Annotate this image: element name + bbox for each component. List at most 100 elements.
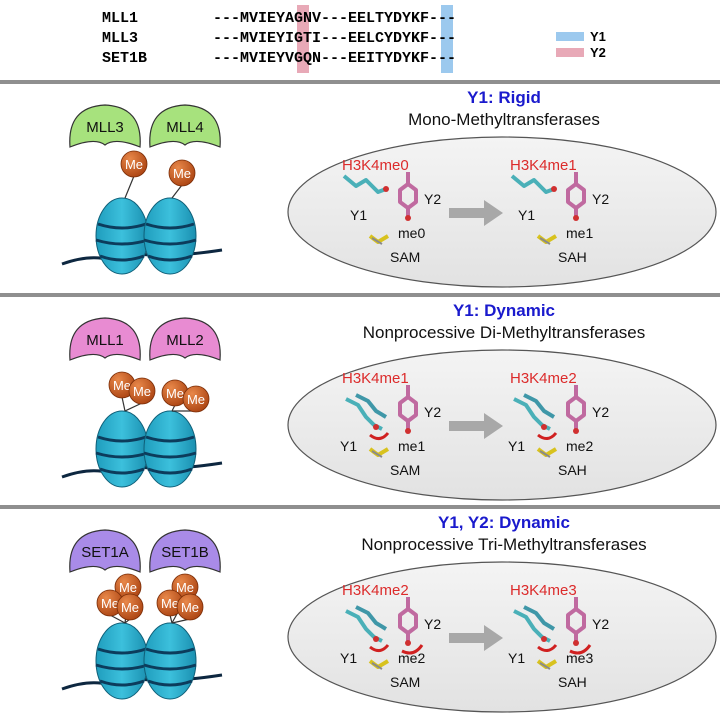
- legend-y1-label: Y1: [590, 29, 606, 44]
- panel-title: Y1: Rigid: [467, 88, 541, 107]
- y2-residue: [566, 597, 586, 646]
- panel-title: Y1, Y2: Dynamic: [438, 513, 570, 532]
- nucleosome: [142, 409, 198, 489]
- h3k4-state-label: H3K4me2: [510, 370, 577, 387]
- cofactor-label: SAH: [558, 462, 587, 478]
- left-state: H3K4me0 Y1 Y2 me0 SAM: [342, 157, 441, 265]
- complex-set1a: SET1A: [69, 529, 141, 573]
- histone-tail: [124, 175, 135, 199]
- legend: Y1 Y2: [556, 29, 606, 60]
- right-state: H3K4me1 Y1 Y2 me1 SAH: [510, 157, 609, 265]
- methyl-state-label: me3: [566, 650, 593, 666]
- svg-text:Me: Me: [119, 580, 137, 595]
- right-state: H3K4me2 Y1 Y2 me2 SAH: [508, 370, 609, 478]
- methyl-state-label: me0: [398, 225, 425, 241]
- reaction-arrow: [449, 413, 503, 439]
- y2-contact-arc: [569, 644, 592, 655]
- legend-y2-label: Y2: [590, 45, 606, 60]
- complex-mll3: MLL3: [69, 104, 141, 148]
- h3k4-state-label: H3K4me1: [510, 157, 577, 174]
- h3k4-state-label: H3K4me1: [342, 370, 409, 387]
- cofactor-sticks: [536, 234, 558, 245]
- svg-text:Me: Me: [101, 596, 119, 611]
- y2-label: Y2: [592, 616, 609, 632]
- y1-label: Y1: [340, 650, 357, 666]
- y2-label: Y2: [424, 616, 441, 632]
- complex-label: MLL4: [166, 119, 204, 136]
- methyl-state-label: me1: [398, 438, 425, 454]
- histone-tail: [124, 402, 143, 412]
- methyl-ball: Me: [116, 593, 144, 621]
- y1-residue: [513, 393, 556, 431]
- y2-label: Y2: [424, 191, 441, 207]
- svg-text:Me: Me: [173, 166, 191, 181]
- divider-3: [0, 505, 720, 509]
- nucleosome: [94, 621, 150, 701]
- methyl-ball: Me: [156, 589, 184, 617]
- cofactor-sticks: [368, 659, 390, 670]
- y1-label: Y1: [340, 438, 357, 454]
- y2-residue: [398, 385, 418, 434]
- complex-illustration: MLL3 MLL4 Me Me: [61, 104, 223, 276]
- svg-text:Me: Me: [133, 384, 151, 399]
- cofactor-sticks: [536, 659, 558, 670]
- svg-text:Me: Me: [181, 600, 199, 615]
- y1-residue: [345, 393, 388, 431]
- y2-residue: [398, 597, 418, 646]
- histone-tail: [121, 396, 126, 412]
- y1-label: Y1: [508, 650, 525, 666]
- methyl-ball: Me: [108, 371, 136, 399]
- complex-label: SET1A: [81, 544, 129, 561]
- svg-text:Me: Me: [161, 596, 179, 611]
- y1-residue: [513, 605, 556, 643]
- h3k4-state-label: H3K4me2: [342, 582, 409, 599]
- y1-residue: [342, 174, 389, 194]
- nucleosome: [94, 409, 150, 489]
- y1-contact-arc: [537, 644, 558, 652]
- panel-subtitle: Nonprocessive Tri-Methyltransferases: [361, 535, 646, 554]
- panel-subtitle: Mono-Methyltransferases: [408, 110, 600, 129]
- y1-label: Y1: [350, 207, 367, 223]
- reaction-ellipse: H3K4me2 Y1 Y2 me2 SAM H3K4me3 Y1 Y2 me3 SAH: [287, 561, 717, 713]
- y1-residue: [510, 174, 557, 194]
- divider-1: [0, 80, 720, 84]
- reaction-ellipse: H3K4me1 Y1 Y2 me1 SAM H3K4me2 Y1 Y2 me2 SAH: [287, 349, 717, 501]
- nucleosome: [94, 196, 150, 276]
- complex-mll2: MLL2: [149, 317, 221, 361]
- panel-subtitle: Nonprocessive Di-Methyltransferases: [363, 323, 646, 342]
- cofactor-sticks: [536, 447, 558, 458]
- y1-contact-arc: [369, 644, 390, 652]
- left-state: H3K4me2 Y1 Y2 me2 SAM: [340, 582, 441, 690]
- seq-residues-3: ---MVIEYVGQN---EEITYDYKF---: [213, 50, 456, 67]
- h3k4-state-label: H3K4me3: [510, 582, 577, 599]
- seq-name-1: MLL1: [102, 10, 138, 27]
- right-state: H3K4me3 Y1 Y2 me3 SAH: [508, 582, 609, 690]
- legend-y2-swatch: [556, 48, 584, 57]
- y1-contact-arc: [369, 432, 390, 440]
- nucleosome: [142, 196, 198, 276]
- methyl-state-label: me1: [566, 225, 593, 241]
- svg-text:Me: Me: [121, 600, 139, 615]
- h3k4-state-label: H3K4me0: [342, 157, 409, 174]
- panel-title: Y1: Dynamic: [453, 301, 555, 320]
- methyl-ball: Me: [161, 379, 189, 407]
- methyl-ball: Me: [120, 150, 148, 178]
- cofactor-label: SAM: [390, 462, 420, 478]
- histone-tail: [109, 614, 126, 624]
- seq-name-2: MLL3: [102, 30, 138, 47]
- y2-contact-arc: [401, 644, 424, 655]
- complex-set1b: SET1B: [149, 529, 221, 573]
- cofactor-label: SAM: [390, 674, 420, 690]
- complex-label: MLL3: [86, 119, 124, 136]
- svg-text:Me: Me: [176, 580, 194, 595]
- left-state: H3K4me1 Y1 Y2 me1 SAM: [340, 370, 441, 478]
- y2-residue: [398, 172, 418, 221]
- y1-residue: [345, 605, 388, 643]
- histone-tail: [171, 184, 183, 199]
